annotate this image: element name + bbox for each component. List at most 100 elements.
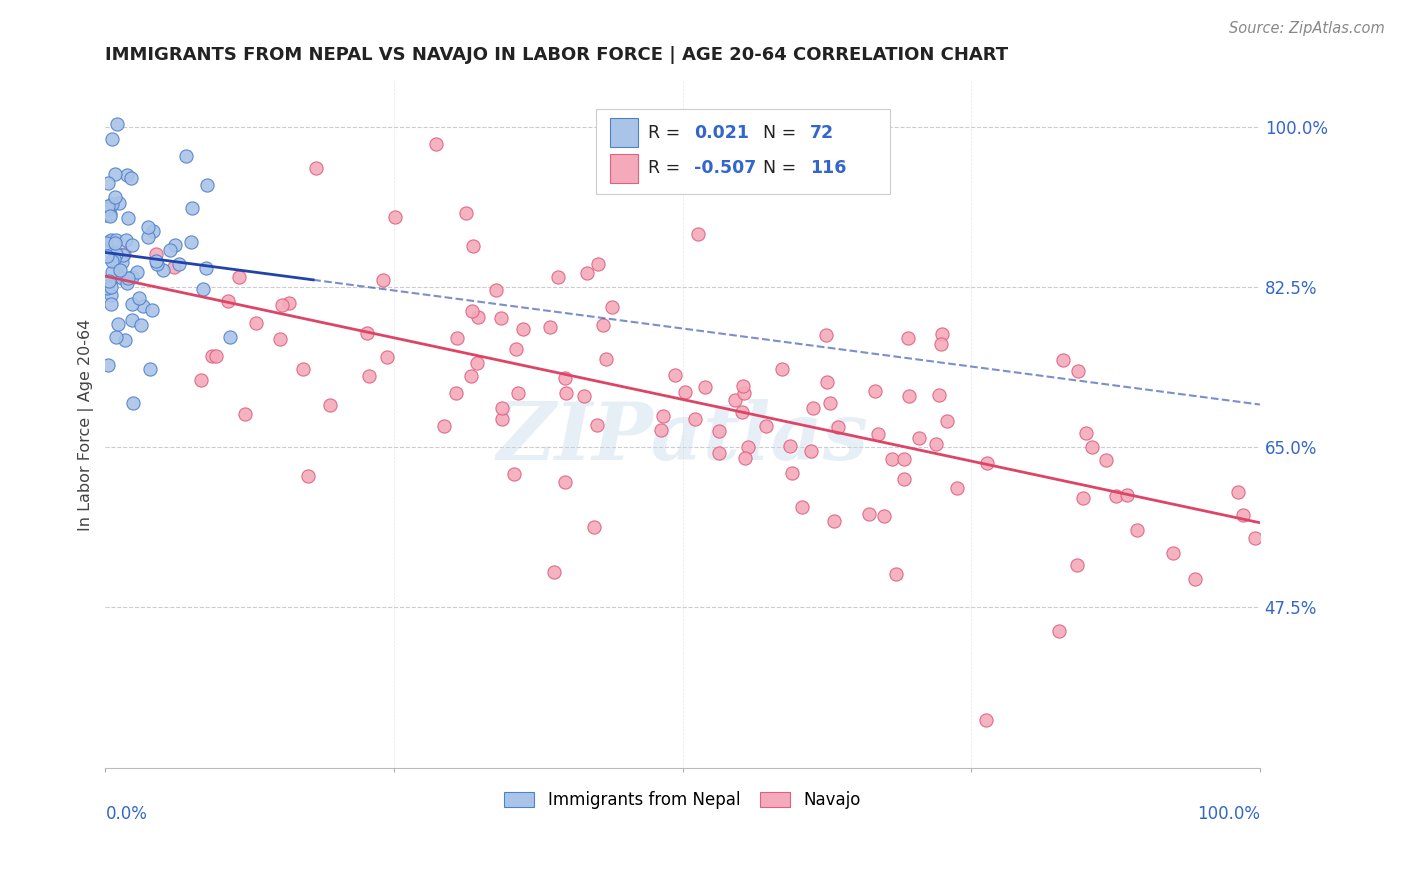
Point (465, 355, 488, 369)
Point (104, 247, 127, 261)
Point (936, 414, 959, 428)
Point (115, 168, 138, 182)
Point (554, 385, 576, 400)
Text: 72: 72 (810, 124, 834, 142)
Point (373, 273, 395, 287)
Point (800, 444, 823, 458)
Point (582, 519, 605, 533)
Point (120, 171, 142, 186)
Point (1047, 624, 1070, 639)
Point (159, 243, 181, 257)
Point (108, 263, 131, 277)
Point (673, 384, 696, 399)
Point (446, 385, 468, 400)
Point (228, 270, 250, 285)
Point (105, 330, 128, 344)
Point (112, 246, 135, 260)
Point (94, 208, 117, 222)
Point (375, 350, 398, 364)
Point (467, 310, 489, 325)
Point (100, 132, 122, 146)
Point (107, 268, 129, 283)
Point (1226, 484, 1249, 499)
Point (1105, 489, 1128, 503)
Point (121, 297, 143, 311)
Point (801, 401, 824, 416)
FancyBboxPatch shape (596, 109, 890, 194)
Point (104, 167, 127, 181)
Point (125, 265, 148, 279)
Point (463, 239, 485, 253)
Point (245, 316, 267, 330)
Point (790, 500, 813, 515)
Point (98, 199, 121, 213)
Text: N =: N = (763, 160, 803, 178)
Text: Source: ZipAtlas.com: Source: ZipAtlas.com (1229, 21, 1385, 36)
Point (97, 199, 120, 213)
Point (145, 254, 167, 268)
Point (1243, 531, 1265, 545)
Point (291, 362, 314, 376)
Point (1071, 491, 1094, 505)
Point (586, 257, 609, 271)
Point (96, 281, 118, 295)
Point (770, 361, 793, 376)
Point (908, 432, 931, 446)
Point (100, 296, 122, 310)
Point (731, 405, 754, 419)
Point (686, 227, 709, 241)
Point (191, 282, 214, 296)
Point (868, 427, 890, 442)
Point (96, 249, 118, 263)
Point (946, 482, 969, 496)
Point (103, 235, 125, 250)
Point (96, 236, 118, 251)
Point (141, 302, 163, 317)
Point (201, 349, 224, 363)
Point (98, 274, 121, 288)
Point (925, 437, 948, 451)
Point (104, 190, 127, 204)
Point (104, 248, 127, 262)
Point (650, 423, 672, 437)
Text: -0.507: -0.507 (695, 160, 756, 178)
Point (108, 196, 131, 211)
Point (858, 507, 880, 521)
Point (707, 424, 730, 438)
Point (1081, 440, 1104, 454)
Point (505, 343, 527, 357)
Point (755, 418, 778, 433)
Point (96, 202, 118, 217)
Point (100, 254, 122, 268)
Point (1067, 364, 1090, 378)
Point (100, 233, 122, 247)
Point (163, 260, 186, 274)
Point (205, 349, 228, 363)
Point (709, 445, 731, 459)
Point (547, 270, 569, 285)
Point (733, 379, 755, 393)
Point (121, 269, 143, 284)
Text: 0.021: 0.021 (695, 124, 749, 142)
Point (269, 332, 291, 346)
Point (318, 398, 340, 412)
Point (815, 375, 838, 389)
Text: R =: R = (648, 160, 686, 178)
Point (446, 331, 468, 345)
Point (180, 235, 202, 249)
Point (884, 566, 907, 581)
Point (600, 300, 623, 314)
Point (190, 373, 212, 387)
Point (818, 396, 841, 410)
Point (897, 331, 920, 345)
FancyBboxPatch shape (610, 153, 637, 183)
Point (491, 401, 513, 415)
Point (132, 299, 155, 313)
Point (928, 388, 950, 402)
Point (105, 117, 128, 131)
Point (217, 293, 239, 308)
Point (97, 176, 120, 190)
Point (111, 254, 134, 268)
Point (538, 319, 561, 334)
Point (114, 333, 136, 347)
